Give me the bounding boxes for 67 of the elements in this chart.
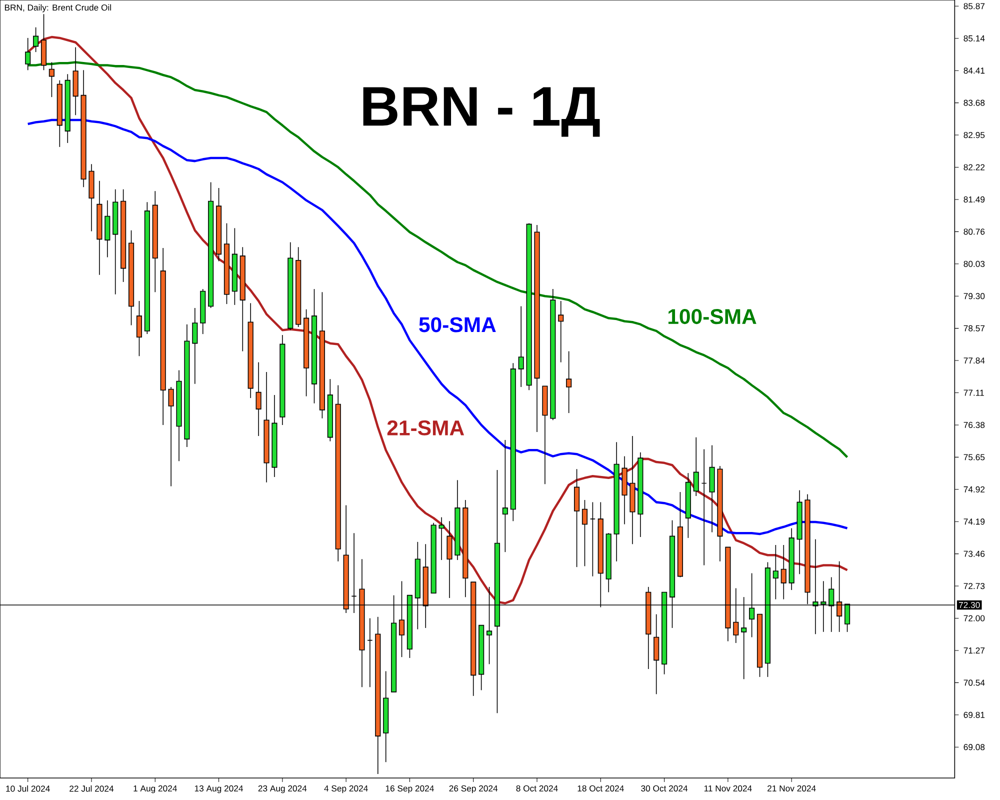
candlestick [256,362,262,436]
y-tick-label: 81.49 [964,196,985,203]
candlestick [518,306,524,388]
candlestick [192,308,198,384]
x-tick-label: 26 Sep 2024 [449,785,498,794]
y-tick-label: 85.87 [964,3,985,10]
candlestick [502,440,508,552]
y-tick-label: 74.92 [964,486,985,492]
x-tick-label: 13 Aug 2024 [194,785,243,794]
x-tick-label: 4 Sep 2024 [324,785,368,794]
candlestick [574,468,580,568]
y-tick-label: 80.76 [964,228,985,235]
y-tick-label: 77.84 [964,357,985,364]
x-tick-label: 18 Oct 2024 [578,785,624,792]
y-tick-label: 82.22 [964,164,985,170]
y-tick-label: 74.19 [964,518,985,525]
y-tick-label: 69.81 [964,712,985,718]
x-tick-label: 10 Jul 2024 [6,785,50,792]
candlestick [104,200,110,258]
y-tick-label: 75.65 [964,454,985,460]
text: BRN - 1Д [363,87,600,137]
y-tick-label: 85.14 [964,35,985,42]
y-tick-label: 79.30 [964,293,985,300]
series-label: 100-SMA [668,309,756,324]
y-tick-label: 73.46 [964,550,985,557]
y-tick-label: 72.00 [964,615,985,622]
candlestick [654,614,660,695]
y-tick-label: 84.41 [964,68,985,74]
candlestick [367,618,373,688]
x-tick-label: 23 Aug 2024 [258,785,307,794]
candlestick [582,500,588,567]
series-label: 50-SMA [419,317,496,332]
y-tick-label: 71.27 [964,647,985,654]
y-tick-label: 78.57 [964,325,985,332]
y-tick-label: 69.08 [964,744,985,750]
candlestick [701,448,707,566]
x-tick-label: 11 Nov 2024 [704,785,752,792]
series-label: 21-SMA [387,420,464,436]
x-tick-label: 1 Aug 2024 [134,785,177,794]
candlestick [48,62,54,98]
x-tick-label: 8 Oct 2024 [516,785,558,792]
candlestick [25,38,31,71]
y-tick-label: 82.95 [964,132,985,138]
y-tick-label: 76.38 [964,422,985,428]
y-tick-label: 70.54 [964,680,985,686]
candlestick [558,300,564,363]
chart-subtitle: BRN, Daily: Brent Crude Oil [4,4,111,12]
x-tick-label: 21 Nov 2024 [768,785,816,792]
candlestick [590,502,596,577]
candlestick [33,26,39,52]
y-tick-label: 72.73 [964,582,985,590]
ref-line-label: 72.30 [958,602,980,608]
candlestick [566,350,572,414]
candlestick [693,436,699,496]
x-tick-label: 30 Oct 2024 [641,785,688,792]
x-tick-label: 16 Sep 2024 [386,785,434,794]
candlestick [780,544,786,600]
y-tick-label: 83.68 [964,100,985,106]
candlestick [136,300,142,357]
y-tick-label: 80.03 [964,260,985,267]
candlestick [772,544,778,600]
y-tick-label: 77.11 [964,390,984,396]
candlestick [438,516,444,560]
candlestick [446,520,452,598]
line-series [26,36,848,604]
candlestick [168,386,174,487]
x-tick-label: 22 Jul 2024 [70,785,114,792]
